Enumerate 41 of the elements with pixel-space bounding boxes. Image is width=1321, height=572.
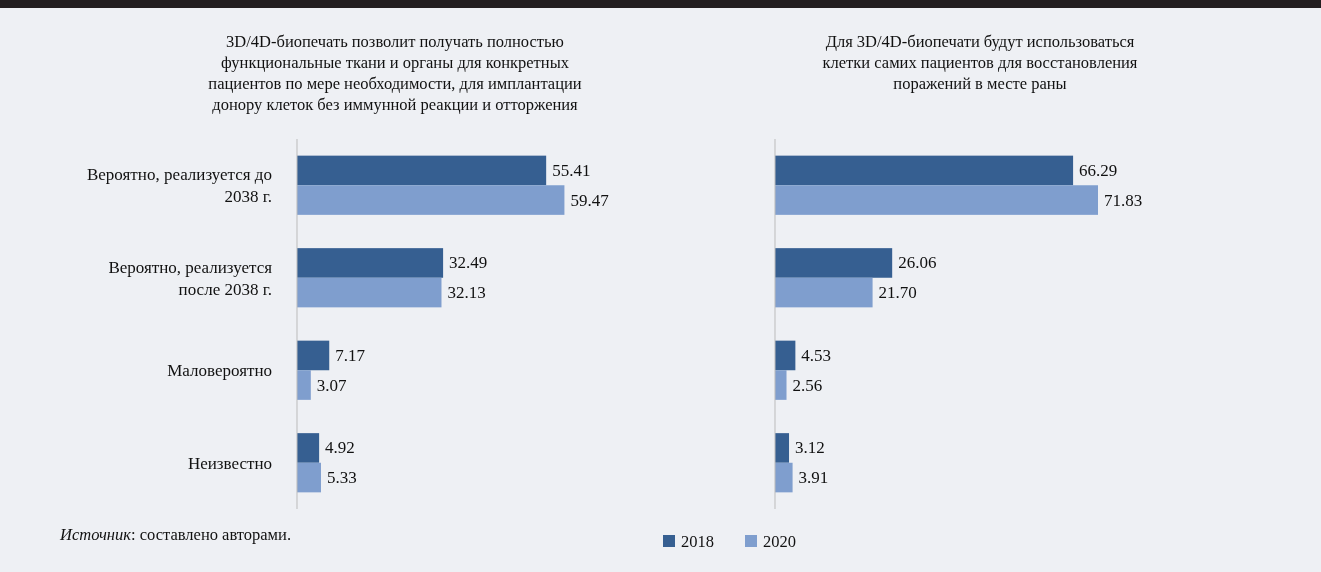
data-label: 2.56 <box>792 375 823 395</box>
bar <box>297 185 565 215</box>
bar <box>297 248 444 278</box>
data-label: 21.70 <box>878 283 917 303</box>
y-tick-label: Вероятно, реализуется до 2038 г. <box>86 164 272 206</box>
bar <box>775 155 1074 186</box>
bar <box>775 185 1098 215</box>
data-label: 4.53 <box>801 345 832 365</box>
data-label: 32.49 <box>449 253 488 273</box>
bar <box>297 433 320 463</box>
data-label: 4.92 <box>325 438 355 458</box>
legend-label: 2020 <box>763 531 796 551</box>
y-tick-label: Маловероятно <box>167 360 272 380</box>
y-tick-label: Неизвестно <box>187 453 272 473</box>
data-label: 32.13 <box>447 283 486 303</box>
bar <box>775 462 793 493</box>
bar <box>775 277 873 308</box>
bar <box>775 370 787 400</box>
y-tick-label: Вероятно, реализуется после 2038 г. <box>108 257 273 299</box>
data-label: 55.41 <box>552 160 591 180</box>
data-label: 3.91 <box>798 468 829 488</box>
data-label: 59.47 <box>570 190 610 210</box>
data-label: 3.07 <box>316 375 348 395</box>
bar <box>297 370 311 400</box>
bar <box>297 340 330 371</box>
data-label: 3.12 <box>795 438 825 458</box>
chart-title: 3D/4D-биопечать позволит получать полностью функциональные ткани и органы для конкретных пациентов по мере необходимости, для имплантации донору клеток без иммунной реакции и отторжения <box>208 32 582 114</box>
legend-label: 2018 <box>681 531 714 551</box>
bar <box>775 433 790 463</box>
data-label: 5.33 <box>326 468 357 488</box>
bar <box>297 155 547 186</box>
bar <box>775 340 796 371</box>
bar <box>297 462 321 493</box>
bar <box>775 248 893 278</box>
bar <box>297 277 442 308</box>
text: Источник: составлено авторами. <box>59 525 292 544</box>
data-label: 7.17 <box>335 345 366 365</box>
data-label: 26.06 <box>898 253 937 273</box>
data-label: 71.83 <box>1104 190 1143 210</box>
chart-title: Для 3D/4D-биопечати будут использоваться клетки самих пациентов для восстановления поражений в месте раны <box>822 32 1138 93</box>
data-label: 66.29 <box>1079 160 1118 180</box>
